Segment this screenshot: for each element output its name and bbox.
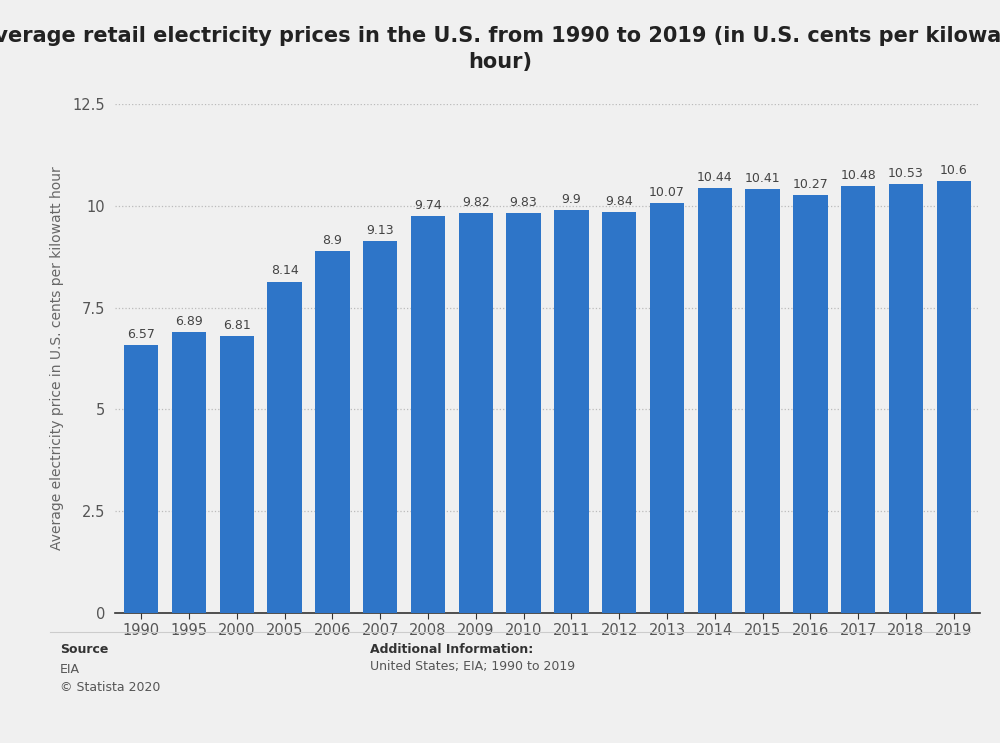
Text: 10.48: 10.48 bbox=[840, 169, 876, 182]
Y-axis label: Average electricity price in U.S. cents per kilowatt hour: Average electricity price in U.S. cents … bbox=[50, 166, 64, 551]
Bar bbox=[267, 282, 302, 613]
Bar bbox=[698, 188, 732, 613]
Bar bbox=[220, 336, 254, 613]
Text: 6.89: 6.89 bbox=[175, 315, 203, 328]
Text: 10.27: 10.27 bbox=[792, 178, 828, 191]
Text: 10.44: 10.44 bbox=[697, 171, 733, 184]
Text: 8.14: 8.14 bbox=[271, 265, 299, 277]
Bar bbox=[937, 181, 971, 613]
Bar bbox=[602, 212, 636, 613]
Bar bbox=[554, 210, 589, 613]
Text: 9.84: 9.84 bbox=[605, 195, 633, 208]
Bar bbox=[506, 212, 541, 613]
Text: 6.81: 6.81 bbox=[223, 319, 251, 331]
Bar bbox=[411, 216, 445, 613]
Text: 10.53: 10.53 bbox=[888, 167, 924, 180]
Text: 9.83: 9.83 bbox=[510, 195, 537, 209]
Text: 9.82: 9.82 bbox=[462, 196, 490, 209]
Bar bbox=[124, 345, 158, 613]
Text: Additional Information:: Additional Information: bbox=[370, 643, 533, 655]
Text: 9.9: 9.9 bbox=[562, 193, 581, 206]
Text: 9.74: 9.74 bbox=[414, 199, 442, 212]
Bar bbox=[889, 184, 923, 613]
Bar bbox=[315, 250, 350, 613]
Bar bbox=[363, 241, 397, 613]
Text: 9.13: 9.13 bbox=[366, 224, 394, 237]
Text: EIA
© Statista 2020: EIA © Statista 2020 bbox=[60, 663, 160, 694]
Bar bbox=[841, 186, 875, 613]
Bar bbox=[459, 213, 493, 613]
Text: 8.9: 8.9 bbox=[323, 233, 342, 247]
Bar bbox=[650, 203, 684, 613]
Bar bbox=[745, 189, 780, 613]
Text: Source: Source bbox=[60, 643, 108, 655]
Text: Average retail electricity prices in the U.S. from 1990 to 2019 (in U.S. cents p: Average retail electricity prices in the… bbox=[0, 26, 1000, 72]
Bar bbox=[172, 332, 206, 613]
Text: 10.6: 10.6 bbox=[940, 164, 968, 178]
Bar bbox=[793, 195, 828, 613]
Text: 10.41: 10.41 bbox=[745, 172, 780, 185]
Text: United States; EIA; 1990 to 2019: United States; EIA; 1990 to 2019 bbox=[370, 660, 575, 672]
Text: 10.07: 10.07 bbox=[649, 186, 685, 199]
Text: 6.57: 6.57 bbox=[127, 328, 155, 341]
